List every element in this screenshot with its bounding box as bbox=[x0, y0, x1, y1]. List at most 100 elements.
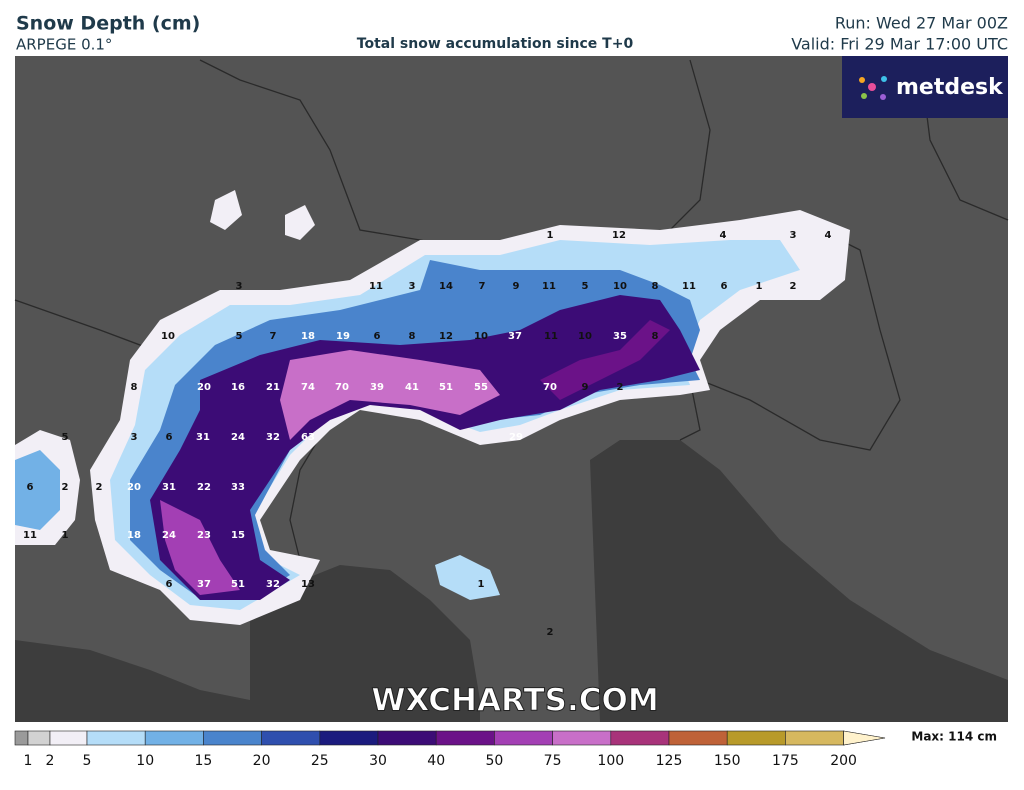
map-label: 11 bbox=[682, 281, 696, 292]
map-label: 15 bbox=[231, 530, 245, 541]
map-label: 11 bbox=[544, 331, 558, 342]
map-label: 29 bbox=[509, 432, 523, 443]
map-label: 11 bbox=[23, 530, 37, 541]
map-labels: 1 12 4 3 43 11 3 14 7 9 11 5 10 8 11 6 1 210 5 7 18 19 6 8 12 10 3… bbox=[23, 230, 831, 638]
color-swatch bbox=[377, 730, 437, 746]
color-swatch bbox=[49, 730, 88, 746]
map-label: 1 bbox=[62, 530, 69, 541]
map-label: 6 bbox=[166, 579, 173, 590]
snow-area bbox=[285, 205, 315, 240]
logo-mark bbox=[859, 76, 887, 100]
map-label: 2 bbox=[617, 382, 624, 393]
map-label: 4 bbox=[825, 230, 832, 241]
map-label: 19 bbox=[336, 331, 350, 342]
map-label: 10 bbox=[578, 331, 592, 342]
legend-tick-label: 50 bbox=[485, 753, 503, 769]
snow-area bbox=[280, 350, 500, 440]
map-label: 2 bbox=[790, 281, 797, 292]
color-swatch bbox=[668, 730, 728, 746]
color-arrow bbox=[843, 730, 886, 746]
map-label: 2 bbox=[62, 482, 69, 493]
map-label: 24 bbox=[162, 530, 176, 541]
map-label: 70 bbox=[543, 382, 557, 393]
color-swatch bbox=[435, 730, 495, 746]
map-label: 4 bbox=[720, 230, 727, 241]
map-label: 10 bbox=[161, 331, 175, 342]
color-swatch bbox=[552, 730, 612, 746]
logo-text: metdesk bbox=[896, 75, 1004, 100]
snow-area bbox=[540, 320, 670, 400]
model: ARPEGE 0.1° bbox=[16, 36, 112, 54]
legend-tick-label: 125 bbox=[656, 753, 683, 769]
map-label: 41 bbox=[405, 382, 419, 393]
map-label: 1 bbox=[478, 579, 485, 590]
map-label: 8 bbox=[652, 331, 659, 342]
map-label: 37 bbox=[508, 331, 522, 342]
color-swatch bbox=[203, 730, 262, 746]
sea bbox=[250, 565, 480, 722]
map-label: 6 bbox=[374, 331, 381, 342]
map-label: 51 bbox=[439, 382, 453, 393]
color-swatch bbox=[726, 730, 786, 746]
map-label: 20 bbox=[127, 482, 141, 493]
color-swatch bbox=[14, 730, 29, 746]
map-label: 6 bbox=[27, 482, 34, 493]
map-label: 7 bbox=[270, 331, 277, 342]
legend-tick-label: 40 bbox=[427, 753, 445, 769]
map-label: 70 bbox=[335, 382, 349, 393]
map-label: 5 bbox=[582, 281, 589, 292]
map-label: 51 bbox=[231, 579, 245, 590]
legend-tick-label: 100 bbox=[597, 753, 624, 769]
snow-area bbox=[210, 190, 242, 230]
map-label: 9 bbox=[582, 382, 589, 393]
map-label: 8 bbox=[409, 331, 416, 342]
map-label: 11 bbox=[542, 281, 556, 292]
map-label: 12 bbox=[439, 331, 453, 342]
color-swatch bbox=[610, 730, 670, 746]
subtitle: Total snow accumulation since T+0 bbox=[357, 36, 634, 52]
title: Snow Depth (cm) bbox=[16, 13, 200, 35]
map-label: 3 bbox=[409, 281, 416, 292]
legend: 1 2 5 10 15 20 25 30 40 50 75 100 125 150 175 200 bbox=[14, 730, 886, 769]
map-label: 55 bbox=[474, 382, 488, 393]
snow-area bbox=[435, 555, 500, 600]
map-label: 3 bbox=[131, 432, 138, 443]
map-label: 39 bbox=[370, 382, 384, 393]
map-label: 31 bbox=[162, 482, 176, 493]
map-label: 14 bbox=[439, 281, 453, 292]
color-swatch bbox=[785, 730, 844, 746]
map-label: 32 bbox=[266, 579, 280, 590]
snow-area bbox=[15, 450, 60, 530]
watermark: WXCHARTS.COM bbox=[371, 683, 658, 719]
map-label: 2 bbox=[96, 482, 103, 493]
legend-tick-label: 2 bbox=[46, 753, 55, 769]
legend-tick-label: 15 bbox=[194, 753, 212, 769]
map-label: 37 bbox=[197, 579, 211, 590]
legend-tick-label: 175 bbox=[772, 753, 799, 769]
map-label: 18 bbox=[301, 331, 315, 342]
map-label: 22 bbox=[197, 482, 211, 493]
map-label: 23 bbox=[197, 530, 211, 541]
map-label: 6 bbox=[166, 432, 173, 443]
map-label: 2 bbox=[547, 627, 554, 638]
map-label: 1 bbox=[756, 281, 763, 292]
legend-tick-label: 200 bbox=[830, 753, 857, 769]
map-label: 6 bbox=[721, 281, 728, 292]
color-swatch bbox=[319, 730, 379, 746]
run: Run: Wed 27 Mar 00Z bbox=[835, 14, 1008, 33]
map-label: 33 bbox=[231, 482, 245, 493]
map-label: 3 bbox=[790, 230, 797, 241]
legend-tick-label: 10 bbox=[136, 753, 154, 769]
map-label: 13 bbox=[301, 579, 315, 590]
legend-tick-label: 5 bbox=[83, 753, 92, 769]
map-label: 1 bbox=[547, 230, 554, 241]
color-swatch bbox=[494, 730, 553, 746]
color-swatch bbox=[27, 730, 51, 746]
max-label: Max: 114 cm bbox=[911, 730, 997, 744]
map-label: 74 bbox=[301, 382, 315, 393]
snow-area bbox=[160, 500, 240, 595]
map-label: 32 bbox=[266, 432, 280, 443]
map-label: 20 bbox=[197, 382, 211, 393]
map-label: 35 bbox=[613, 331, 627, 342]
